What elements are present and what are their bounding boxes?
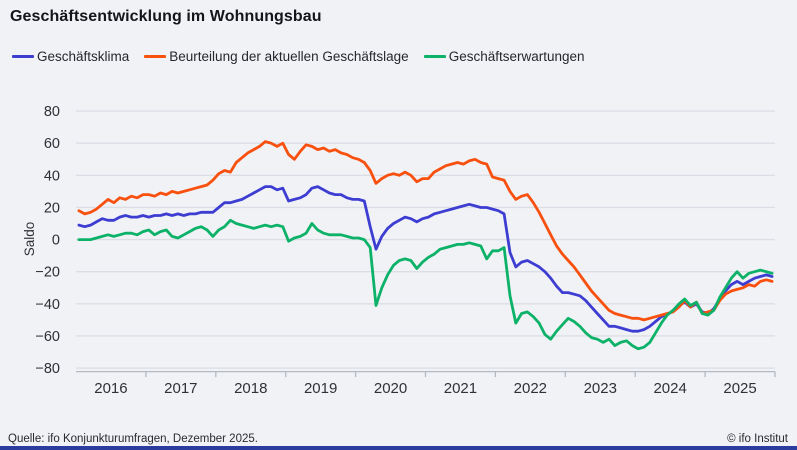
legend-label: Beurteilung der aktuellen Geschäftslage xyxy=(169,49,409,64)
legend: Geschäftsklima Beurteilung der aktuellen… xyxy=(12,49,585,64)
svg-text:80: 80 xyxy=(44,104,60,120)
svg-text:20: 20 xyxy=(44,200,60,216)
legend-label: Geschäftsklima xyxy=(37,49,130,64)
legend-item-geschaeftslage: Beurteilung der aktuellen Geschäftslage xyxy=(144,49,409,64)
svg-text:2023: 2023 xyxy=(584,380,617,397)
svg-text:2018: 2018 xyxy=(234,380,267,397)
legend-swatch-green-icon xyxy=(423,55,446,58)
page-title: Geschäftsentwicklung im Wohnungsbau xyxy=(10,8,322,25)
svg-text:−20: −20 xyxy=(35,265,60,281)
svg-text:2016: 2016 xyxy=(94,380,127,397)
svg-text:40: 40 xyxy=(44,168,60,184)
svg-text:60: 60 xyxy=(44,136,60,152)
legend-swatch-orange-icon xyxy=(144,55,167,58)
svg-text:2017: 2017 xyxy=(164,380,197,397)
legend-item-geschaeftsklima: Geschäftsklima xyxy=(12,49,129,64)
svg-text:−40: −40 xyxy=(35,297,60,313)
source-note: Quelle: ifo Konjunkturumfragen, Dezember… xyxy=(8,433,258,445)
svg-text:2024: 2024 xyxy=(653,380,686,397)
svg-text:−80: −80 xyxy=(35,361,60,377)
svg-text:2020: 2020 xyxy=(374,380,407,397)
svg-text:2022: 2022 xyxy=(514,380,547,397)
svg-text:2021: 2021 xyxy=(444,380,477,397)
brand-bar xyxy=(0,446,797,450)
svg-text:−60: −60 xyxy=(35,329,60,345)
legend-swatch-blue-icon xyxy=(12,55,34,58)
svg-text:Saldo: Saldo xyxy=(22,222,37,257)
legend-label: Geschäftserwartungen xyxy=(448,49,585,64)
svg-text:2019: 2019 xyxy=(304,380,337,397)
legend-item-geschaeftserwartungen: Geschäftserwartungen xyxy=(423,49,585,64)
svg-text:0: 0 xyxy=(52,233,60,249)
svg-text:2025: 2025 xyxy=(723,380,756,397)
copyright-note: © ifo Institut xyxy=(727,433,788,445)
